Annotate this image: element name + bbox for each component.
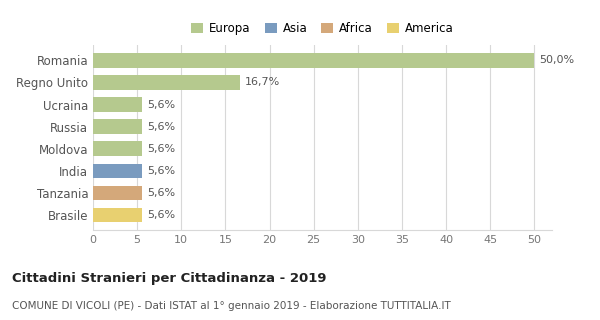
Bar: [93, 75, 241, 90]
Text: Cittadini Stranieri per Cittadinanza - 2019: Cittadini Stranieri per Cittadinanza - 2…: [12, 272, 326, 285]
Legend: Europa, Asia, Africa, America: Europa, Asia, Africa, America: [187, 17, 458, 40]
Bar: [93, 119, 142, 134]
Text: 5,6%: 5,6%: [147, 210, 175, 220]
Bar: [93, 208, 142, 222]
Bar: [93, 97, 142, 112]
Text: 5,6%: 5,6%: [147, 100, 175, 109]
Text: 50,0%: 50,0%: [539, 55, 574, 65]
Text: COMUNE DI VICOLI (PE) - Dati ISTAT al 1° gennaio 2019 - Elaborazione TUTTITALIA.: COMUNE DI VICOLI (PE) - Dati ISTAT al 1°…: [12, 301, 451, 311]
Bar: [93, 186, 142, 200]
Text: 16,7%: 16,7%: [245, 77, 280, 87]
Bar: [93, 53, 535, 68]
Text: 5,6%: 5,6%: [147, 188, 175, 198]
Text: 5,6%: 5,6%: [147, 144, 175, 154]
Bar: [93, 141, 142, 156]
Text: 5,6%: 5,6%: [147, 122, 175, 132]
Bar: [93, 164, 142, 178]
Text: 5,6%: 5,6%: [147, 166, 175, 176]
